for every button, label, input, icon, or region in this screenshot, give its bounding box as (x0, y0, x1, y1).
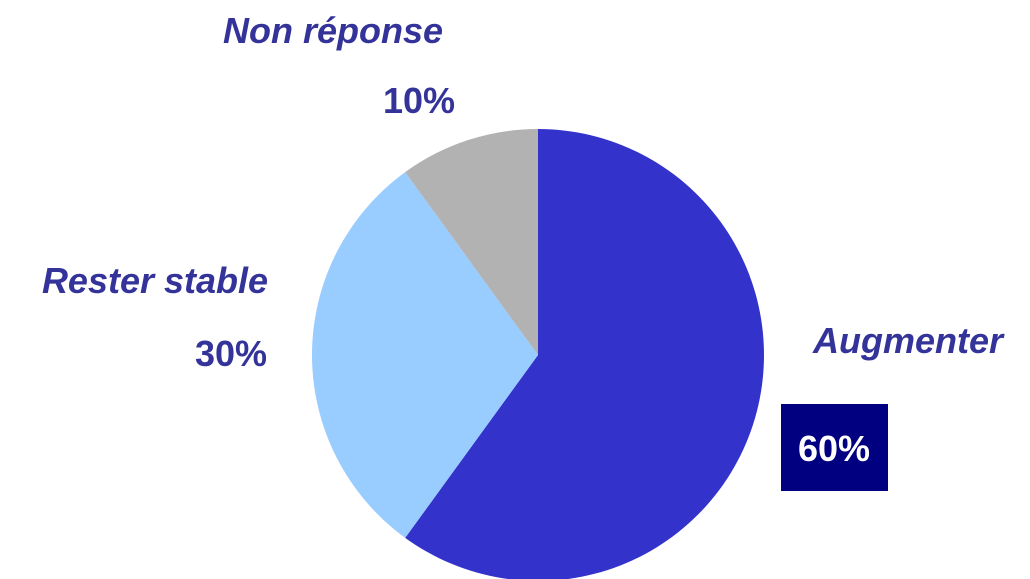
pie-slices (311, 129, 764, 579)
pie-slice-non-reponse (405, 129, 538, 355)
value-label-augmenter: 60% (798, 428, 870, 469)
label-augmenter: Augmenter (812, 320, 1005, 361)
value-label-non-reponse: 10% (383, 80, 455, 121)
value-label-augmenter-box (781, 404, 888, 491)
label-rester-stable: Rester stable (42, 260, 268, 301)
pie-slice-augmenter (405, 129, 764, 579)
value-label-rester-stable: 30% (195, 333, 267, 374)
pie-slice-rester-stable (311, 172, 538, 538)
label-non-reponse: Non réponse (223, 10, 443, 51)
